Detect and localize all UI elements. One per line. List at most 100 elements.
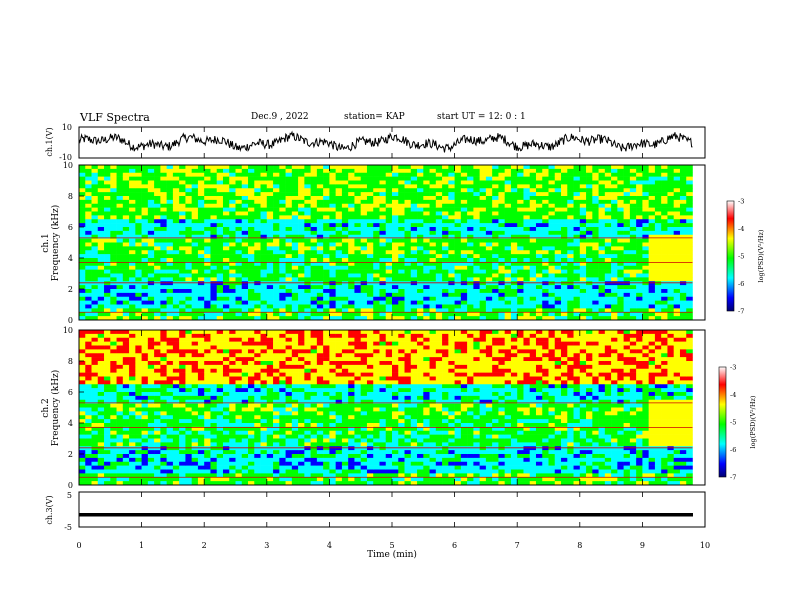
spectrogram-cell <box>379 176 387 181</box>
spectrogram-cell <box>360 312 368 317</box>
spectrogram-cell <box>423 219 430 224</box>
spectrogram-cell <box>97 211 105 216</box>
spectrogram-cell <box>154 285 161 290</box>
spectrogram-cell <box>473 165 480 170</box>
spectrogram-cell <box>110 419 117 424</box>
spectrogram-cell <box>197 258 205 263</box>
spectrogram-cell <box>304 184 311 189</box>
spectrogram-cell <box>492 188 499 193</box>
spectrogram-cell <box>510 192 518 197</box>
spectrogram-cell <box>254 250 261 255</box>
spectrogram-cell <box>147 364 155 370</box>
spectrogram-cell <box>573 211 581 216</box>
spectrogram-cell <box>122 165 130 170</box>
spectrogram-cell <box>554 265 562 270</box>
spectrogram-cell <box>467 258 474 263</box>
spectrogram-cell <box>636 242 643 247</box>
spectrogram-cell <box>116 477 124 482</box>
spectrogram-cell <box>235 333 243 339</box>
spectrogram-cell <box>636 300 643 305</box>
spectrogram-cell <box>360 304 368 309</box>
spectrogram-cell <box>235 242 243 247</box>
spectrogram-cell <box>229 199 236 205</box>
spectrogram-cell <box>160 258 167 263</box>
spectrogram-cell <box>85 430 92 435</box>
spectrogram-cell <box>79 292 86 298</box>
spectrogram-cell <box>535 289 543 294</box>
spectrogram-cell <box>185 380 192 385</box>
spectrogram-cell <box>429 250 437 255</box>
spectrogram-cell <box>285 230 293 236</box>
spectrogram-cell <box>473 238 480 243</box>
spectrogram-cell <box>586 238 593 243</box>
spectrogram-cell <box>611 300 618 305</box>
spectrogram-cell <box>185 438 192 443</box>
spectrogram-cell <box>279 168 286 174</box>
spectrogram-cell <box>648 289 656 294</box>
spectrogram-cell <box>210 273 218 278</box>
spectrogram-cell <box>97 265 105 270</box>
spectrogram-cell <box>642 172 649 177</box>
spectrogram-cell <box>554 172 562 177</box>
spectrogram-cell <box>648 254 656 259</box>
spectrogram-cell <box>373 196 380 201</box>
spectrogram-cell <box>429 188 437 193</box>
figure-header: VLF Spectra Dec.9 , 2022 station= KAP st… <box>0 111 792 126</box>
spectrogram-cell <box>686 296 693 301</box>
spectrogram-cell <box>335 254 343 259</box>
spectrogram-cell <box>97 238 105 243</box>
spectrogram-cell <box>122 215 130 220</box>
spectrogram-cell <box>673 192 681 197</box>
spectrogram-cell <box>197 434 205 439</box>
spectrogram-cell <box>398 172 405 177</box>
spectrogram-cell <box>661 292 668 298</box>
spectrogram-cell <box>235 357 243 362</box>
spectrogram-cell <box>191 364 199 370</box>
spectrogram-cell <box>579 285 587 290</box>
spectrogram-cell <box>404 238 412 243</box>
spectrogram-cell <box>185 446 192 451</box>
spectrogram-cell <box>248 277 255 282</box>
spectrogram-cell <box>172 199 180 205</box>
spectrogram-cell <box>204 281 211 286</box>
spectrogram-cell <box>129 403 136 408</box>
spectrogram-cell <box>423 277 430 282</box>
spectrogram-cell <box>104 265 111 270</box>
spectrogram-cell <box>567 273 574 278</box>
spectrogram-cell <box>273 207 280 212</box>
spectrogram-cell <box>166 438 174 443</box>
spectrogram-cell <box>266 180 274 185</box>
spectrogram-cell <box>291 269 299 274</box>
spectrogram-cell <box>147 372 155 377</box>
spectrogram-cell <box>379 246 387 251</box>
spectrogram-cell <box>598 258 606 263</box>
spectrogram-cell <box>122 227 130 232</box>
spectrogram-cell <box>392 296 399 301</box>
spectrogram-cell <box>135 312 142 317</box>
spectrogram-cell <box>360 277 368 282</box>
spectrogram-cell <box>222 211 230 216</box>
spectrogram-cell <box>222 261 230 267</box>
spectrogram-cell <box>110 230 117 236</box>
spectrogram-cell <box>673 168 681 174</box>
spectrogram-cell <box>260 277 268 282</box>
spectrogram-cell <box>216 289 224 294</box>
spectrogram-cell <box>79 312 86 317</box>
spectrogram-cell <box>579 196 587 201</box>
spectrogram-cell <box>204 415 211 420</box>
spectrogram-cell <box>341 230 349 236</box>
spectrogram-cell <box>110 426 117 432</box>
spectrogram-cell <box>354 211 361 216</box>
spectrogram-cell <box>185 353 192 358</box>
spectrogram-cell <box>154 246 161 251</box>
spectrogram-cell <box>686 289 693 294</box>
spectrogram-cell <box>604 211 612 216</box>
spectrogram-cell <box>535 269 543 274</box>
spectrogram-cell <box>442 261 449 267</box>
spectrogram-cell <box>97 308 105 313</box>
spectrogram-cell <box>392 258 399 263</box>
spectrogram-cell <box>498 289 505 294</box>
spectrogram-cell <box>510 203 518 208</box>
spectrogram-cell <box>210 176 218 181</box>
spectrogram-cell <box>517 203 524 208</box>
